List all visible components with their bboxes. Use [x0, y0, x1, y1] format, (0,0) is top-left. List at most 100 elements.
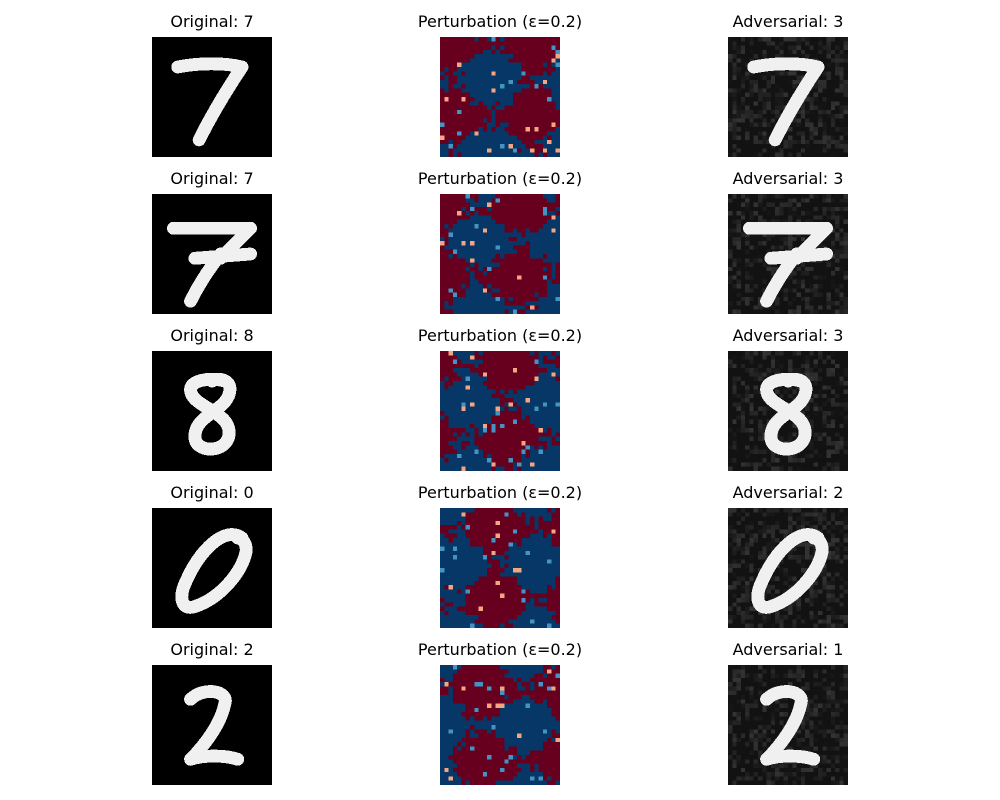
perturbation-pixel — [452, 449, 458, 454]
noise-pixel — [749, 351, 754, 356]
noise-pixel — [835, 559, 840, 564]
perturbation-pixel — [440, 262, 445, 267]
noise-pixel — [732, 152, 737, 157]
perturbation-pixel — [474, 623, 479, 628]
perturbation-pixel — [512, 309, 518, 314]
perturbation-pixel — [534, 97, 539, 102]
perturbation-pixel — [530, 75, 535, 80]
noise-pixel — [783, 236, 788, 242]
perturbation-pixel — [530, 288, 535, 293]
perturbation-pixel — [482, 555, 488, 560]
perturbation-pixel — [517, 41, 522, 46]
perturbation-pixel — [465, 695, 470, 700]
perturbation-pixel — [452, 144, 458, 149]
perturbation-pixel — [470, 351, 475, 356]
perturbation-pixel — [495, 606, 500, 611]
noise-pixel — [835, 152, 840, 157]
perturbation-pixel — [495, 669, 500, 674]
perturbation-pixel — [487, 368, 492, 373]
perturbation-pixel — [491, 677, 496, 683]
noise-pixel — [740, 58, 746, 63]
noise-pixel — [830, 118, 836, 123]
perturbation-pixel — [474, 419, 479, 424]
perturbation-pixel — [555, 699, 560, 704]
perturbation-pixel — [534, 538, 539, 543]
perturbation-pixel — [500, 665, 505, 670]
perturbation-pixel — [478, 241, 483, 246]
perturbation-pixel — [478, 292, 483, 297]
perturbation-pixel — [482, 695, 488, 700]
perturbation-pixel — [452, 376, 458, 381]
perturbation-pixel — [457, 305, 462, 310]
perturbation-pixel — [495, 542, 500, 547]
perturbation-pixel — [470, 211, 475, 216]
perturbation-pixel — [440, 462, 445, 467]
perturbation-pixel — [508, 699, 513, 704]
noise-pixel — [826, 45, 831, 50]
perturbation-pixel — [491, 118, 496, 123]
perturbation-pixel — [547, 568, 552, 573]
perturbation-pixel — [521, 301, 526, 306]
noise-pixel — [792, 550, 797, 556]
perturbation-pixel — [457, 254, 462, 259]
perturbation-pixel — [542, 690, 548, 695]
perturbation-pixel — [534, 54, 539, 59]
perturbation-pixel — [530, 623, 535, 628]
noise-pixel — [805, 219, 810, 224]
perturbation-pixel — [521, 37, 526, 42]
perturbation-pixel — [495, 139, 500, 145]
perturbation-pixel — [474, 271, 479, 276]
perturbation-pixel — [448, 152, 453, 157]
noise-pixel — [818, 45, 823, 50]
perturbation-pixel — [517, 118, 522, 123]
noise-pixel — [830, 449, 836, 454]
perturbation-pixel — [530, 466, 535, 471]
noise-pixel — [813, 589, 818, 594]
perturbation-pixel — [508, 585, 513, 590]
perturbation-pixel — [534, 262, 539, 267]
perturbation-pixel — [444, 37, 449, 42]
perturbation-pixel — [504, 284, 509, 289]
perturbation-pixel — [521, 122, 526, 127]
perturbation-pixel — [482, 559, 488, 564]
noise-pixel — [826, 54, 831, 59]
perturbation-pixel — [538, 619, 543, 624]
perturbation-pixel — [465, 466, 470, 471]
perturbation-pixel — [555, 615, 560, 620]
perturbation-pixel — [444, 288, 449, 293]
perturbation-pixel — [452, 211, 458, 216]
noise-pixel — [800, 148, 806, 153]
perturbation-pixel — [508, 458, 513, 463]
perturbation-pixel — [525, 376, 530, 381]
perturbation-pixel — [534, 593, 539, 598]
noise-pixel — [732, 602, 737, 607]
perturbation-pixel — [491, 241, 496, 246]
perturbation-pixel — [538, 677, 543, 683]
perturbation-pixel — [534, 428, 539, 433]
perturbation-pixel — [512, 41, 518, 46]
perturbation-pixel — [448, 131, 453, 136]
noise-pixel — [762, 533, 767, 538]
noise-pixel — [758, 520, 763, 526]
perturbation-pixel — [530, 568, 535, 573]
perturbation-pixel — [555, 385, 560, 390]
noise-pixel — [745, 114, 750, 119]
perturbation-pixel — [525, 462, 530, 467]
perturbation-pixel — [508, 131, 513, 136]
perturbation-pixel — [530, 284, 535, 289]
perturbation-pixel — [508, 686, 513, 691]
perturbation-pixel — [440, 118, 445, 123]
perturbation-pixel — [534, 148, 539, 153]
perturbation-pixel — [512, 84, 518, 89]
perturbation-pixel — [444, 139, 449, 145]
perturbation-pixel — [517, 449, 522, 454]
noise-pixel — [818, 432, 823, 437]
perturbation-pixel — [555, 533, 560, 538]
perturbation-pixel — [542, 538, 548, 543]
perturbation-pixel — [512, 139, 518, 145]
perturbation-pixel — [538, 385, 543, 390]
perturbation-pixel — [508, 555, 513, 560]
perturbation-pixel — [461, 525, 466, 530]
noise-pixel — [766, 202, 771, 207]
noise-pixel — [753, 568, 758, 573]
